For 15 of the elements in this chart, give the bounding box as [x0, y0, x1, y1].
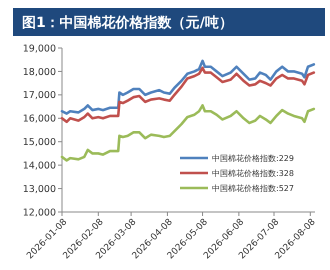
- line-series: [60, 60, 316, 115]
- legend-label: 中国棉花价格指数:328: [212, 168, 294, 178]
- y-tick-label: 13,000: [22, 184, 56, 195]
- legend-label: 中国棉花价格指数:229: [212, 154, 294, 163]
- y-tick-label: 17,000: [22, 90, 56, 102]
- line-series: [60, 66, 316, 124]
- y-tick-label: 16,000: [22, 114, 56, 125]
- line-series: [60, 104, 316, 162]
- y-tick-label: 14,000: [22, 160, 56, 172]
- y-tick-label: 18,000: [22, 66, 56, 78]
- chart-title: 图1：中国棉花价格指数（元/吨）: [22, 15, 233, 31]
- y-tick-label: 19,000: [22, 43, 56, 54]
- y-tick-label: 15,000: [22, 137, 56, 148]
- y-tick-label: 12,000: [22, 207, 56, 218]
- legend-label: 中国棉花价格指数:527: [212, 184, 294, 193]
